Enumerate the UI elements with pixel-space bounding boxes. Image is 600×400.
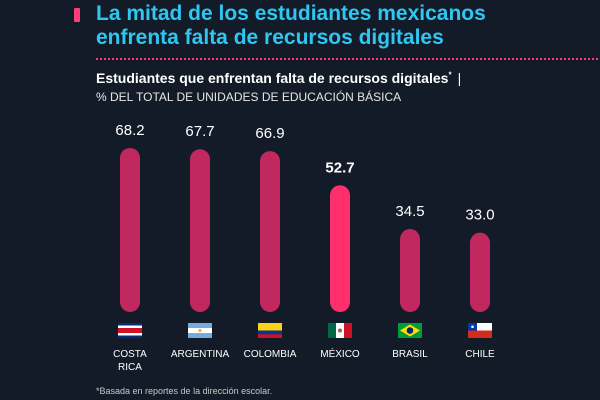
argentina-flag-icon — [188, 323, 212, 338]
chart-subtitle: Estudiantes que enfrentan falta de recur… — [96, 70, 596, 86]
costa-rica-flag-icon — [118, 323, 142, 338]
bar-2 — [260, 151, 280, 312]
value-label-5: 33.0 — [465, 207, 494, 224]
unit-label: % DEL TOTAL DE UNIDADES DE EDUCACIÓN BÁS… — [96, 90, 402, 104]
chile-flag-icon — [468, 323, 492, 338]
category-label-0-line-1: RICA — [118, 362, 142, 373]
footnote-mark: * — [448, 70, 452, 80]
category-label-0-line-0: COSTA — [113, 349, 147, 360]
category-label-3: MÉXICO — [320, 347, 360, 360]
brazil-flag-icon — [398, 323, 422, 338]
category-label-5: CHILE — [465, 349, 495, 360]
chart-subtitle-text: Estudiantes que enfrentan falta de recur… — [96, 70, 449, 86]
bar-0 — [120, 148, 140, 312]
mexico-flag-icon — [328, 323, 352, 338]
colombia-flag-icon — [258, 323, 282, 338]
value-label-2: 66.9 — [255, 125, 284, 142]
bar-1 — [190, 149, 210, 312]
bar-3 — [330, 185, 350, 312]
bar-4 — [400, 229, 420, 312]
value-label-3: 52.7 — [325, 159, 354, 176]
subtitle-separator: | — [457, 70, 462, 86]
title-accent-bar — [74, 8, 80, 22]
headline: La mitad de los estudiantes mexicanos en… — [96, 2, 596, 50]
headline-line-2: enfrenta falta de recursos digitales — [96, 26, 444, 49]
value-label-1: 67.7 — [185, 123, 214, 140]
bar-5 — [470, 232, 490, 312]
footnote: *Basada en reportes de la dirección esco… — [96, 386, 273, 396]
category-label-4: BRASIL — [392, 349, 428, 360]
headline-line-1: La mitad de los estudiantes mexicanos — [96, 2, 486, 25]
dotted-divider — [96, 58, 598, 60]
category-label-2: COLOMBIA — [244, 349, 297, 360]
value-label-0: 68.2 — [115, 122, 144, 139]
value-label-4: 34.5 — [395, 203, 424, 220]
category-label-1: ARGENTINA — [171, 349, 230, 360]
